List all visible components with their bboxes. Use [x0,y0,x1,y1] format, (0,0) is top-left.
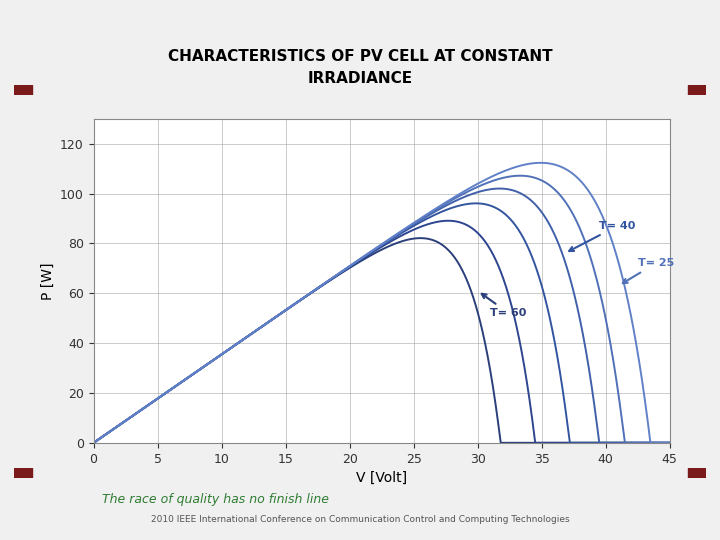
Text: The race of quality has no finish line: The race of quality has no finish line [102,493,330,506]
Text: T= 40: T= 40 [570,221,636,251]
Text: T= 60: T= 60 [482,294,527,318]
Text: 2010 IEEE International Conference on Communication Control and Computing Techno: 2010 IEEE International Conference on Co… [150,515,570,524]
Text: CHARACTERISTICS OF PV CELL AT CONSTANT: CHARACTERISTICS OF PV CELL AT CONSTANT [168,49,552,64]
Y-axis label: P [W]: P [W] [40,262,55,300]
Bar [688,468,706,478]
Text: T= 25: T= 25 [623,258,674,283]
X-axis label: V [Volt]: V [Volt] [356,471,408,485]
Bar [688,85,706,94]
Text: IRRADIANCE: IRRADIANCE [307,71,413,86]
Bar [14,468,32,478]
Bar [14,85,32,94]
